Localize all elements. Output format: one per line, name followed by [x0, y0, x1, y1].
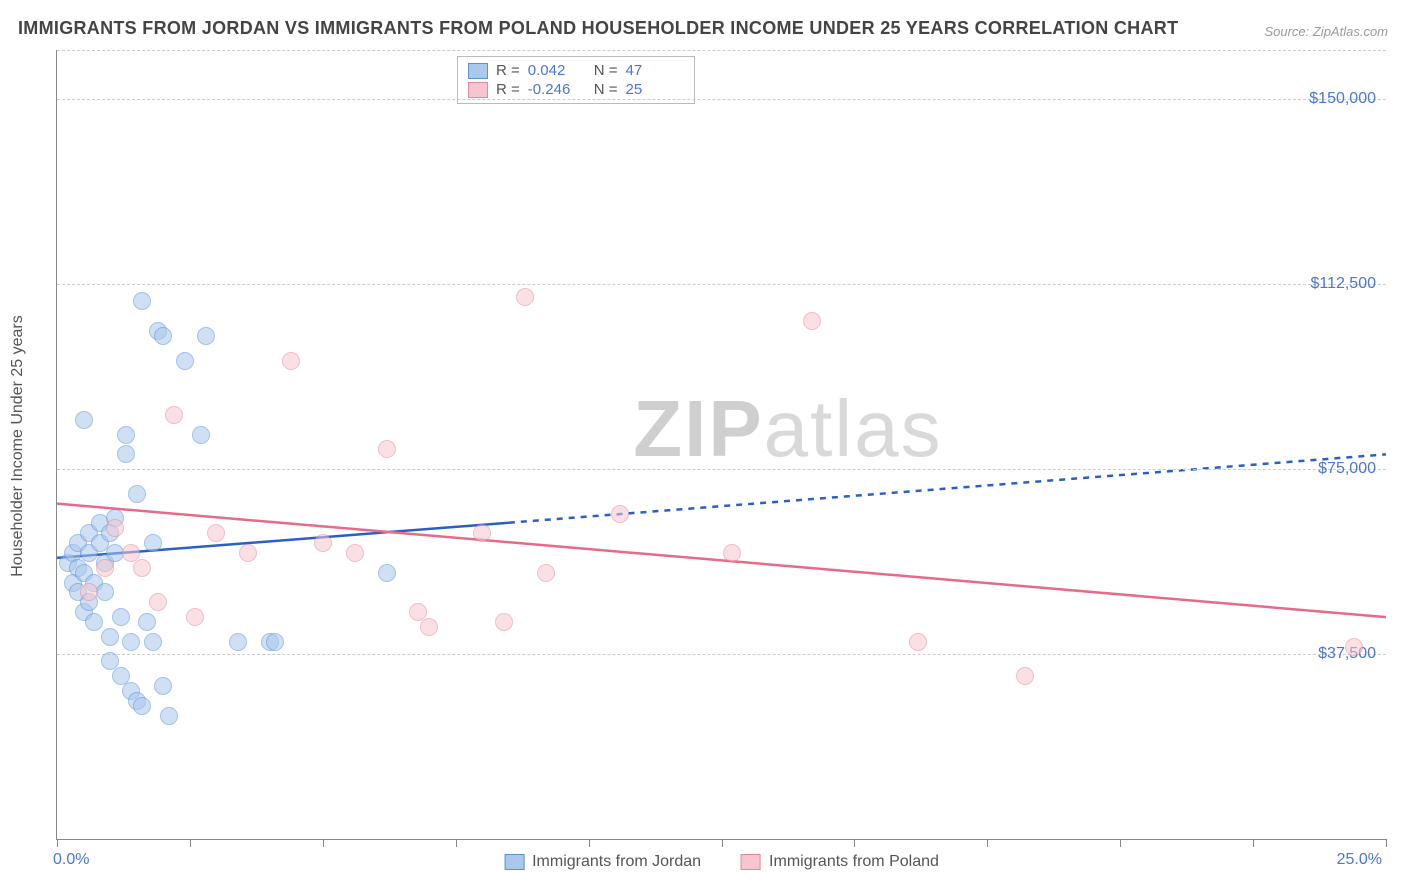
data-point — [75, 411, 93, 429]
data-point — [909, 633, 927, 651]
data-point — [176, 352, 194, 370]
series-legend: Immigrants from Jordan Immigrants from P… — [504, 853, 939, 871]
legend-swatch-icon — [468, 63, 488, 79]
data-point — [96, 583, 114, 601]
series-label: Immigrants from Poland — [769, 853, 939, 871]
n-label: N = — [594, 62, 618, 79]
x-axis-tick — [1253, 839, 1254, 847]
data-point — [117, 445, 135, 463]
trend-lines-layer — [57, 50, 1386, 839]
data-point — [133, 697, 151, 715]
chart-title: IMMIGRANTS FROM JORDAN VS IMMIGRANTS FRO… — [18, 18, 1178, 39]
x-axis-tick — [323, 839, 324, 847]
data-point — [80, 583, 98, 601]
data-point — [239, 544, 257, 562]
x-axis-tick — [722, 839, 723, 847]
data-point — [138, 613, 156, 631]
data-point — [611, 505, 629, 523]
data-point — [192, 426, 210, 444]
data-point — [165, 406, 183, 424]
data-point — [537, 564, 555, 582]
y-axis-tick-label: $150,000 — [1309, 90, 1376, 108]
data-point — [229, 633, 247, 651]
x-axis-tick — [854, 839, 855, 847]
data-point — [154, 677, 172, 695]
data-point — [516, 288, 534, 306]
r-value: -0.246 — [528, 81, 586, 98]
x-axis-tick — [1120, 839, 1121, 847]
data-point — [803, 312, 821, 330]
r-label: R = — [496, 62, 520, 79]
data-point — [314, 534, 332, 552]
x-axis-tick — [190, 839, 191, 847]
data-point — [117, 426, 135, 444]
data-point — [346, 544, 364, 562]
data-point — [133, 292, 151, 310]
data-point — [96, 559, 114, 577]
data-point — [128, 485, 146, 503]
data-point — [420, 618, 438, 636]
correlation-legend-row: R = -0.246 N = 25 — [468, 80, 684, 99]
data-point — [186, 608, 204, 626]
data-point — [160, 707, 178, 725]
x-axis-max: 25.0% — [1337, 851, 1382, 869]
data-point — [112, 608, 130, 626]
gridline — [57, 469, 1386, 470]
watermark: ZIPatlas — [633, 383, 942, 475]
n-value: 47 — [626, 62, 684, 79]
data-point — [122, 633, 140, 651]
gridline — [57, 284, 1386, 285]
legend-swatch-icon — [741, 854, 761, 870]
gridline — [57, 99, 1386, 100]
gridline — [57, 654, 1386, 655]
data-point — [378, 440, 396, 458]
data-point — [144, 534, 162, 552]
r-value: 0.042 — [528, 62, 586, 79]
data-point — [149, 593, 167, 611]
data-point — [282, 352, 300, 370]
series-legend-item: Immigrants from Poland — [741, 853, 939, 871]
data-point — [85, 613, 103, 631]
series-legend-item: Immigrants from Jordan — [504, 853, 701, 871]
y-axis-title: Householder Income Under 25 years — [9, 315, 27, 576]
source-attribution: Source: ZipAtlas.com — [1264, 24, 1388, 39]
x-axis-tick — [456, 839, 457, 847]
data-point — [723, 544, 741, 562]
data-point — [1345, 638, 1363, 656]
data-point — [473, 524, 491, 542]
n-label: N = — [594, 81, 618, 98]
data-point — [197, 327, 215, 345]
scatter-plot: ZIPatlas R = 0.042 N = 47 R = -0.246 N =… — [56, 50, 1386, 840]
series-label: Immigrants from Jordan — [532, 853, 701, 871]
data-point — [495, 613, 513, 631]
correlation-legend: R = 0.042 N = 47 R = -0.246 N = 25 — [457, 56, 695, 104]
x-axis-tick — [1386, 839, 1387, 847]
x-axis-tick — [987, 839, 988, 847]
correlation-legend-row: R = 0.042 N = 47 — [468, 61, 684, 80]
legend-swatch-icon — [468, 82, 488, 98]
y-axis-tick-label: $112,500 — [1310, 275, 1376, 293]
legend-swatch-icon — [504, 854, 524, 870]
data-point — [266, 633, 284, 651]
data-point — [106, 519, 124, 537]
y-axis-tick-label: $75,000 — [1318, 460, 1376, 478]
data-point — [144, 633, 162, 651]
x-axis-tick — [57, 839, 58, 847]
n-value: 25 — [626, 81, 684, 98]
data-point — [207, 524, 225, 542]
data-point — [154, 327, 172, 345]
data-point — [378, 564, 396, 582]
r-label: R = — [496, 81, 520, 98]
data-point — [1016, 667, 1034, 685]
data-point — [133, 559, 151, 577]
x-axis-tick — [589, 839, 590, 847]
data-point — [101, 628, 119, 646]
x-axis-min: 0.0% — [53, 851, 89, 869]
